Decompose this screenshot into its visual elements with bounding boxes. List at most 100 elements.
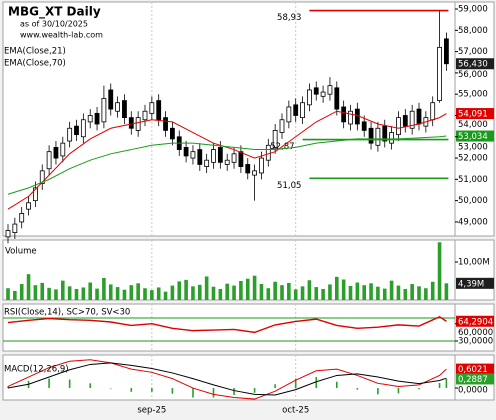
candle-body bbox=[217, 147, 223, 163]
value-label: 56,430 bbox=[458, 60, 488, 70]
level-label: 58,93 bbox=[277, 13, 301, 23]
value-label: 53,034 bbox=[458, 132, 488, 142]
candle-body bbox=[224, 159, 230, 165]
histogram-bar bbox=[274, 384, 276, 389]
volume-bar bbox=[266, 288, 271, 300]
value-label: 64,2904 bbox=[458, 317, 493, 327]
value-label: 0,6021 bbox=[458, 365, 488, 375]
candle-body bbox=[279, 119, 285, 133]
volume-bar bbox=[163, 291, 168, 300]
y-tick-label: 57,000 bbox=[458, 47, 488, 57]
candle-body bbox=[320, 91, 326, 97]
histogram-bar bbox=[377, 388, 379, 395]
candle-body bbox=[46, 151, 52, 170]
volume-bar bbox=[307, 280, 312, 300]
histogram-bar bbox=[253, 388, 256, 393]
candle-body bbox=[272, 129, 278, 148]
histogram-bar bbox=[294, 378, 297, 389]
histogram-bar bbox=[418, 388, 420, 390]
histogram-bar bbox=[171, 388, 174, 394]
volume-bar bbox=[47, 287, 51, 300]
histogram-bar bbox=[48, 378, 50, 389]
candle-body bbox=[128, 117, 134, 129]
candle-body bbox=[163, 117, 168, 131]
candle-body bbox=[389, 132, 395, 144]
value-label-box bbox=[456, 130, 494, 142]
candle-body bbox=[341, 106, 347, 123]
y-tick-label: 51,000 bbox=[458, 175, 488, 185]
y-tick-label: 52,000 bbox=[458, 154, 488, 164]
x-tick-label: oct-25 bbox=[282, 406, 309, 416]
subtitle: as of 30/10/2025 bbox=[20, 20, 88, 29]
candle-body bbox=[149, 102, 155, 114]
panel-title: MACD(12,26,9) bbox=[4, 365, 69, 375]
histogram-bar bbox=[445, 378, 448, 389]
chart-title: MBG_XT Daily bbox=[8, 5, 101, 20]
volume-bar bbox=[102, 277, 106, 300]
value-label-box bbox=[456, 373, 494, 385]
volume-bar bbox=[33, 285, 38, 300]
candle-body bbox=[409, 110, 415, 129]
volume-bar bbox=[335, 276, 339, 300]
source: www.wealth-lab.com bbox=[20, 31, 103, 40]
volume-bar bbox=[348, 285, 353, 300]
volume-bar bbox=[204, 276, 209, 300]
indicator-line bbox=[7, 135, 447, 195]
candle-body bbox=[115, 102, 120, 112]
volume-bar bbox=[122, 289, 127, 300]
volume-bar bbox=[280, 285, 284, 300]
candle-body bbox=[74, 125, 79, 136]
candle-body bbox=[443, 38, 449, 65]
volume-bar bbox=[245, 278, 250, 300]
candle-body bbox=[135, 117, 141, 131]
candle-body bbox=[368, 127, 374, 144]
y-tick-label: 0,0000 bbox=[458, 385, 488, 395]
volume-bar bbox=[74, 288, 79, 300]
volume-bar bbox=[321, 288, 325, 300]
volume-bar bbox=[184, 279, 188, 300]
volume-bar bbox=[198, 284, 202, 300]
volume-bar bbox=[95, 288, 99, 300]
volume-bar bbox=[40, 282, 45, 300]
value-label: 54,091 bbox=[458, 110, 488, 120]
y-tick-label: 56,000 bbox=[458, 70, 488, 80]
candle-body bbox=[375, 127, 381, 146]
volume-bar bbox=[382, 288, 387, 300]
volume-bar bbox=[259, 284, 264, 300]
candle-body bbox=[313, 87, 319, 95]
candle-body bbox=[300, 102, 305, 119]
histogram-bar bbox=[89, 383, 91, 389]
volume-bar bbox=[389, 280, 394, 300]
volume-bar bbox=[314, 287, 319, 300]
histogram-bar bbox=[7, 386, 9, 389]
histogram-bar bbox=[109, 388, 112, 389]
volume-bar bbox=[369, 283, 373, 300]
volume-bar bbox=[300, 286, 305, 300]
candle-body bbox=[101, 98, 107, 123]
volume-bar bbox=[287, 282, 291, 300]
volume-bar bbox=[211, 286, 216, 300]
candle-body bbox=[396, 117, 401, 136]
volume-bar bbox=[328, 284, 332, 300]
y-tick-label: 30,0000 bbox=[458, 336, 493, 346]
histogram-bar bbox=[151, 388, 153, 392]
volume-bar bbox=[26, 274, 31, 300]
histogram-bar bbox=[438, 383, 441, 389]
volume-bar bbox=[88, 282, 92, 300]
y-tick-label: 53,000 bbox=[458, 143, 488, 153]
volume-bar bbox=[136, 283, 140, 300]
value-label-box bbox=[456, 315, 494, 327]
indicator-line bbox=[7, 110, 447, 210]
volume-bar bbox=[376, 286, 380, 300]
volume-bar bbox=[232, 285, 236, 300]
candle-body bbox=[19, 213, 25, 223]
candle-body bbox=[348, 110, 353, 125]
rsi-axis-panel bbox=[454, 303, 495, 352]
volume-bar bbox=[115, 287, 120, 300]
candle-body bbox=[259, 157, 264, 174]
volume-bar bbox=[430, 281, 435, 300]
legend-entry: EMA(Close,70) bbox=[4, 59, 66, 69]
volume-bar bbox=[143, 288, 147, 300]
